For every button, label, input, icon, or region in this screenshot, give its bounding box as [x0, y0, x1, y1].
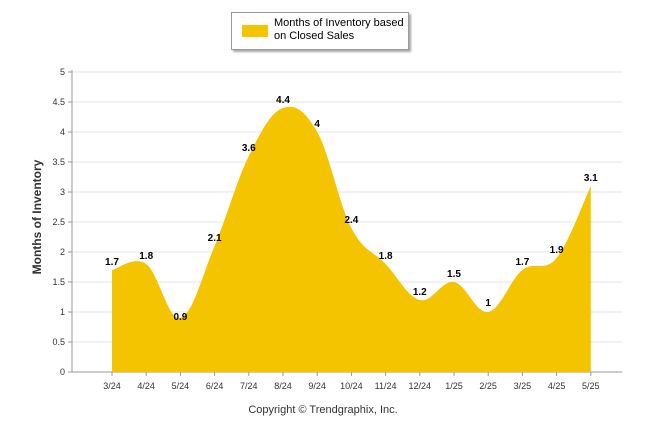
data-label: 2.4	[344, 215, 358, 226]
data-label: 1.5	[447, 269, 461, 280]
x-tick-label: 5/24	[172, 381, 190, 391]
y-tick-label: 1	[60, 307, 65, 317]
copyright-footer: Copyright © Trendgraphix, Inc.	[248, 404, 398, 416]
data-labels: 1.7 1.8 0.9 2.1 3.6 4.4 4 2.4 1.8 1.2 1.5 1 1.7 1.9 3.…	[105, 95, 598, 323]
data-label: 4.4	[276, 95, 290, 106]
x-tick-label: 1/25	[445, 381, 463, 391]
data-label: 0.9	[173, 312, 187, 323]
data-label: 1.9	[550, 245, 564, 256]
y-tick-label: 0	[60, 367, 65, 377]
area-series	[112, 106, 591, 373]
data-label: 1.7	[515, 257, 529, 268]
x-tick-label: 4/24	[137, 381, 155, 391]
data-label: 1.8	[139, 251, 153, 262]
y-tick-label: 1.5	[52, 277, 65, 287]
data-label: 2.1	[208, 233, 222, 244]
x-tick-label: 5/25	[582, 381, 600, 391]
x-tick-label: 9/24	[308, 381, 326, 391]
legend-swatch	[242, 25, 268, 37]
x-tick-label: 12/24	[409, 381, 432, 391]
y-tick-label: 2.5	[52, 217, 65, 227]
data-label: 3.1	[584, 173, 598, 184]
x-tick-label: 3/25	[514, 381, 532, 391]
y-tick-label: 4.5	[52, 97, 65, 107]
data-label: 4	[314, 119, 320, 130]
y-tick-label: 5	[60, 67, 65, 77]
x-tick-label: 4/25	[548, 381, 566, 391]
y-tick-label: 2	[60, 247, 65, 257]
y-tick-label: 3.5	[52, 157, 65, 167]
legend-label: Months of Inventory based on Closed Sale…	[274, 17, 404, 42]
area-fill	[112, 106, 591, 373]
y-axis-title: Months of Inventory	[30, 159, 44, 275]
x-tick-label: 7/24	[240, 381, 258, 391]
x-tick-label: 10/24	[340, 381, 363, 391]
x-tick-label: 8/24	[274, 381, 292, 391]
data-label: 1.2	[413, 287, 427, 298]
tick-labels: 0 0.5 1 1.5 2 2.5 3 3.5 4 4.5 5 3/24 4/24 5/24 6/24 7/2…	[52, 67, 599, 391]
legend: Months of Inventory based on Closed Sale…	[231, 12, 409, 50]
x-tick-label: 11/24	[375, 381, 397, 391]
y-tick-label: 4	[60, 127, 65, 137]
data-label: 1	[485, 298, 491, 309]
y-tick-label: 0.5	[52, 337, 65, 347]
data-label: 3.6	[242, 143, 256, 154]
x-tick-label: 2/25	[479, 381, 497, 391]
x-tick-label: 3/24	[103, 381, 121, 391]
y-tick-label: 3	[60, 187, 65, 197]
data-label: 1.8	[379, 251, 393, 262]
data-label: 1.7	[105, 257, 119, 268]
x-tick-label: 6/24	[206, 381, 224, 391]
